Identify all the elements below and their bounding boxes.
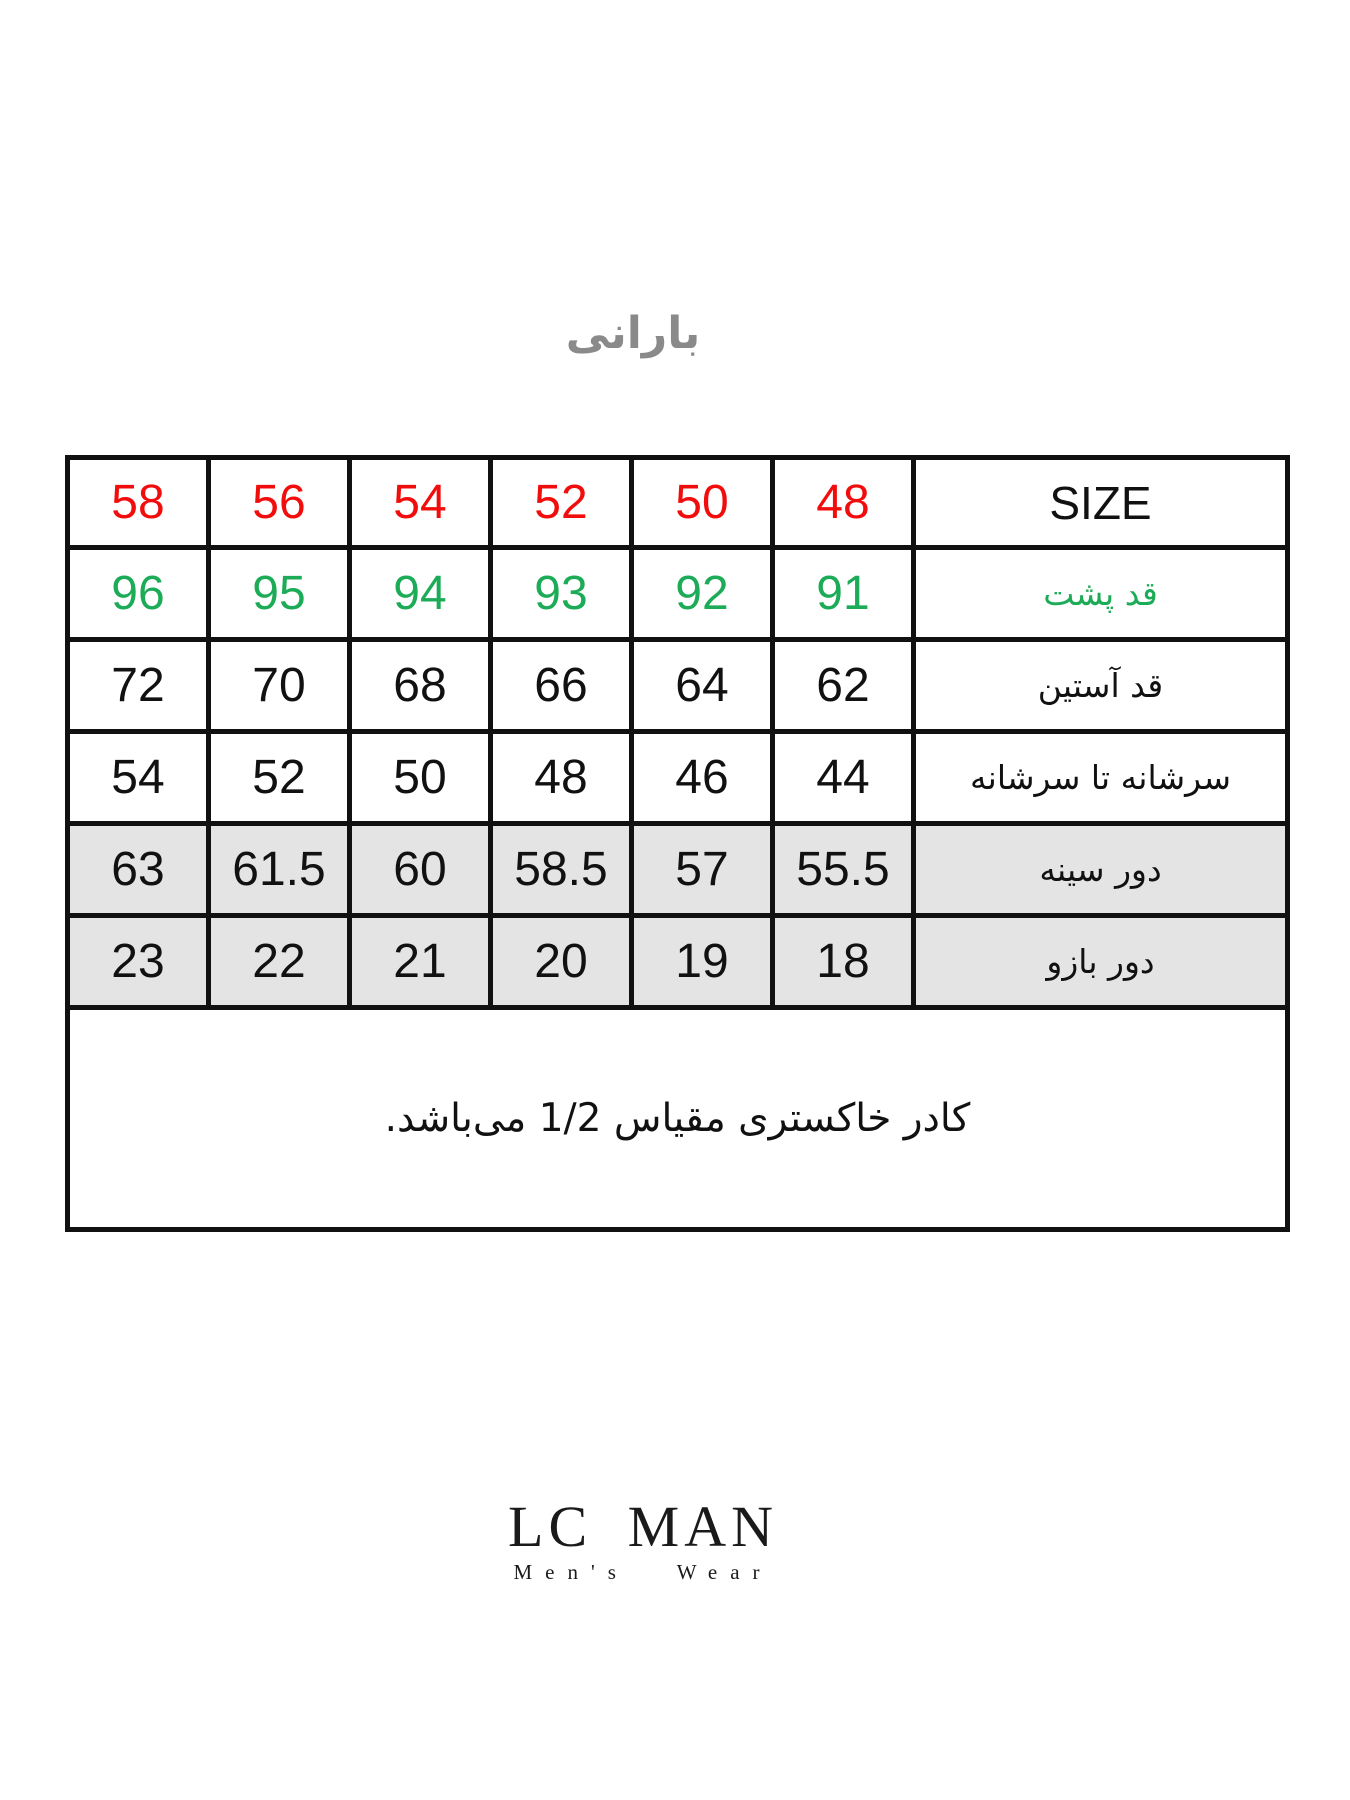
table-row-chest: 63 61.5 60 58.5 57 55.5 دور سینه bbox=[65, 821, 1290, 918]
measure-value: 48 bbox=[488, 729, 634, 826]
row-label-arm: دور بازو bbox=[911, 913, 1290, 1010]
measure-value: 94 bbox=[347, 545, 493, 642]
measure-value: 19 bbox=[629, 913, 775, 1010]
table-row-note: کادر خاکستری مقیاس 1/2 می‌باشد. bbox=[65, 1005, 1290, 1232]
size-value: 52 bbox=[488, 455, 634, 550]
row-label-chest: دور سینه bbox=[911, 821, 1290, 918]
measure-value: 46 bbox=[629, 729, 775, 826]
table-row-arm: 23 22 21 20 19 18 دور بازو bbox=[65, 913, 1290, 1010]
measure-value: 91 bbox=[770, 545, 916, 642]
brand-logo-main: LC MAN bbox=[508, 1494, 778, 1559]
scale-note: کادر خاکستری مقیاس 1/2 می‌باشد. bbox=[65, 1005, 1290, 1232]
measure-value: 93 bbox=[488, 545, 634, 642]
row-label-back-length: قد پشت bbox=[911, 545, 1290, 642]
measure-value: 18 bbox=[770, 913, 916, 1010]
measure-value: 21 bbox=[347, 913, 493, 1010]
measure-value: 70 bbox=[206, 637, 352, 734]
measure-value: 20 bbox=[488, 913, 634, 1010]
measure-value: 52 bbox=[206, 729, 352, 826]
page-title: بارانی bbox=[565, 308, 701, 359]
table-row-size: 58 56 54 52 50 48 SIZE bbox=[65, 455, 1290, 550]
row-label-sleeve-length: قد آستین bbox=[911, 637, 1290, 734]
measure-value: 23 bbox=[65, 913, 211, 1010]
measure-value: 57 bbox=[629, 821, 775, 918]
size-value: 50 bbox=[629, 455, 775, 550]
table-row-back-length: 96 95 94 93 92 91 قد پشت bbox=[65, 545, 1290, 642]
measure-value: 68 bbox=[347, 637, 493, 734]
table-row-sleeve-length: 72 70 68 66 64 62 قد آستین bbox=[65, 637, 1290, 734]
measure-value: 61.5 bbox=[206, 821, 352, 918]
measure-value: 63 bbox=[65, 821, 211, 918]
measure-value: 55.5 bbox=[770, 821, 916, 918]
measure-value: 62 bbox=[770, 637, 916, 734]
table-row-shoulder-to-shoulder: 54 52 50 48 46 44 سرشانه تا سرشانه bbox=[65, 729, 1290, 826]
measure-value: 64 bbox=[629, 637, 775, 734]
size-value: 54 bbox=[347, 455, 493, 550]
row-label-shoulder-to-shoulder: سرشانه تا سرشانه bbox=[911, 729, 1290, 826]
size-value: 56 bbox=[206, 455, 352, 550]
measure-value: 60 bbox=[347, 821, 493, 918]
size-row-label: SIZE bbox=[911, 455, 1290, 550]
brand-logo: LC MAN Men's Wear bbox=[0, 1498, 1286, 1585]
measure-value: 44 bbox=[770, 729, 916, 826]
measure-value: 95 bbox=[206, 545, 352, 642]
measure-value: 72 bbox=[65, 637, 211, 734]
measure-value: 54 bbox=[65, 729, 211, 826]
measure-value: 50 bbox=[347, 729, 493, 826]
size-chart-table: 58 56 54 52 50 48 SIZE 96 95 94 93 92 91… bbox=[65, 455, 1290, 1232]
measure-value: 96 bbox=[65, 545, 211, 642]
brand-logo-sub: Men's Wear bbox=[513, 1560, 773, 1584]
size-value: 48 bbox=[770, 455, 916, 550]
measure-value: 92 bbox=[629, 545, 775, 642]
measure-value: 58.5 bbox=[488, 821, 634, 918]
measure-value: 22 bbox=[206, 913, 352, 1010]
measure-value: 66 bbox=[488, 637, 634, 734]
size-value: 58 bbox=[65, 455, 211, 550]
